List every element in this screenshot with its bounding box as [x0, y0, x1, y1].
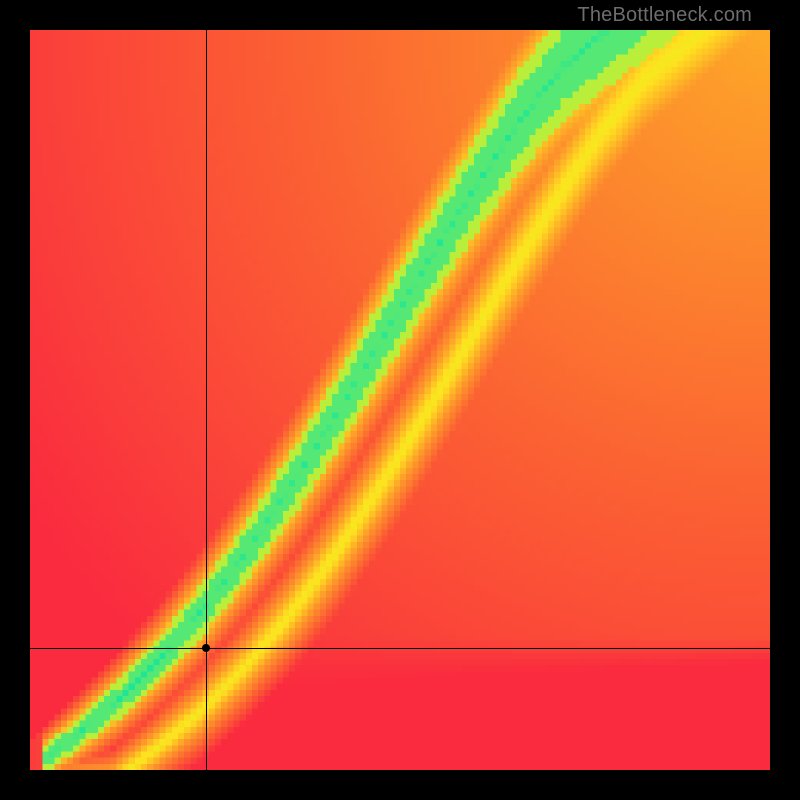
crosshair-vertical	[206, 30, 207, 770]
crosshair-horizontal	[30, 648, 770, 649]
watermark-text: TheBottleneck.com	[577, 4, 752, 27]
crosshair-point	[202, 644, 210, 652]
heatmap-plot	[30, 30, 770, 770]
heatmap-canvas	[30, 30, 770, 770]
